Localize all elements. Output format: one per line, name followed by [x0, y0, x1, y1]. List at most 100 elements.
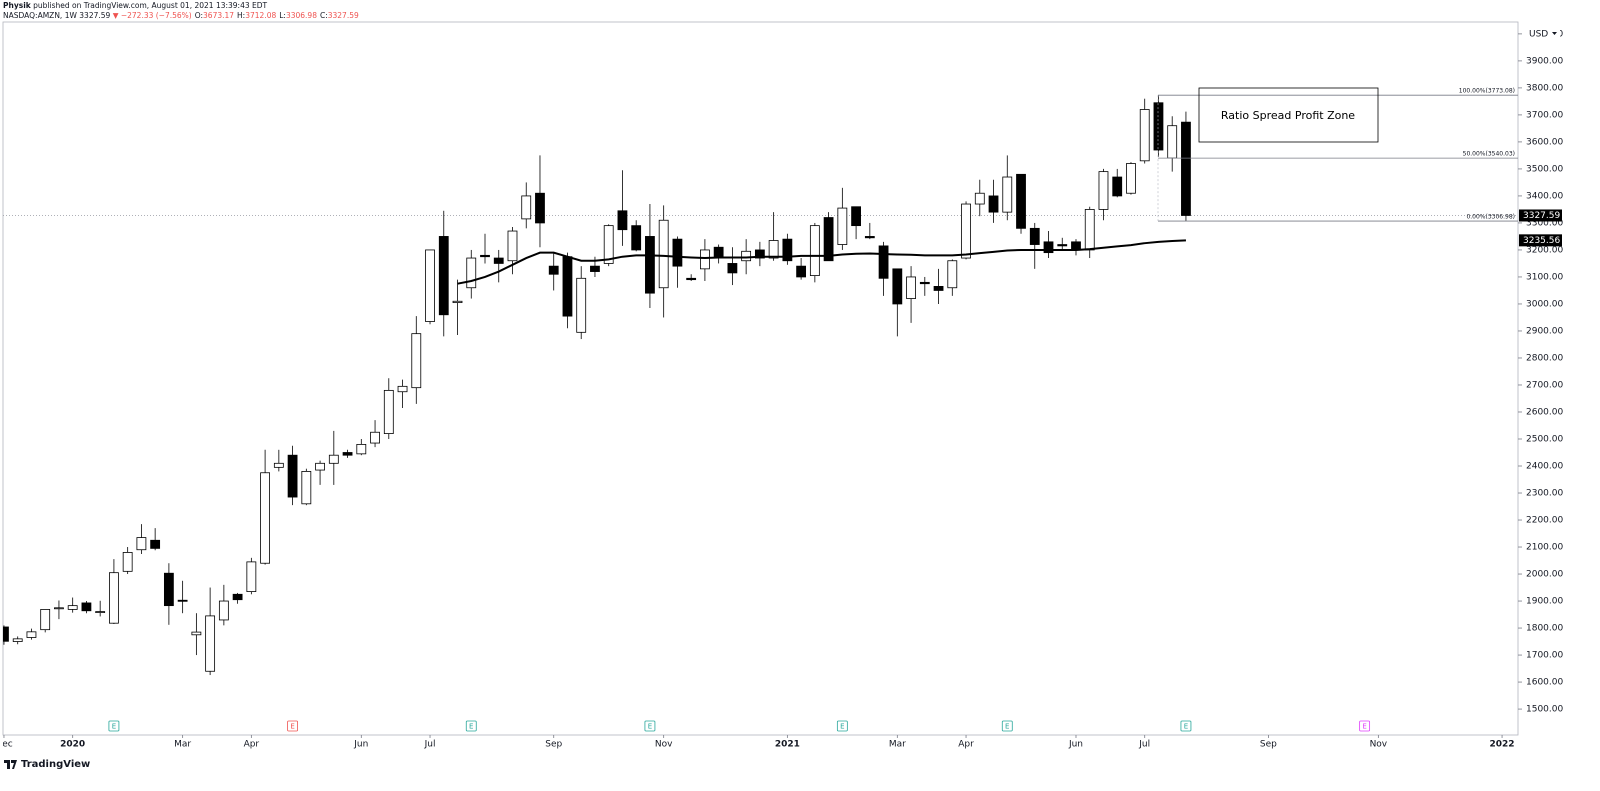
- candle-body: [95, 611, 106, 613]
- candle-body: [493, 257, 504, 264]
- ohlc-key: C:: [319, 11, 328, 20]
- candle-body: [342, 452, 353, 456]
- candle-body: [397, 385, 408, 393]
- candle-body: [136, 537, 147, 551]
- candle-body: [1057, 244, 1068, 247]
- candle-body: [521, 195, 532, 220]
- candle-body: [700, 249, 710, 270]
- ohlc-key: L:: [279, 11, 286, 20]
- candle-body: [54, 607, 64, 610]
- candle-body: [645, 236, 655, 294]
- x-tick-label: Apr: [958, 740, 974, 750]
- plot-area: 100.00%(3773.08) 50.00%(3540.03) 0.00%(330…: [3, 88, 1518, 732]
- change: ▼ −272.33 (−7.56%): [112, 11, 192, 20]
- candle-body: [809, 225, 820, 277]
- candle-body: [933, 286, 944, 291]
- axes: 1500.00 1600.00 1700.00 1800.00 1900.00 2000.…: [3, 28, 1563, 750]
- event-marker: [836, 720, 848, 732]
- candle-body: [315, 462, 325, 471]
- candle-body: [177, 599, 188, 602]
- x-tick-label: Mar: [174, 740, 191, 750]
- x-tick-label: Jun: [1068, 740, 1083, 750]
- footer: TradingView: [4, 759, 90, 770]
- candle-body: [438, 236, 449, 316]
- publisher: Physik: [3, 1, 31, 10]
- candle-body: [246, 561, 257, 592]
- candle-body: [287, 454, 298, 498]
- event-marker: [1001, 720, 1013, 732]
- candle-body: [906, 276, 916, 299]
- ohlc-value: 3327.59: [327, 11, 359, 20]
- candle-body: [191, 631, 202, 636]
- y-tick-label: 3900.00: [1526, 56, 1563, 66]
- candle-body: [383, 389, 394, 434]
- candle-body: [988, 195, 999, 213]
- event-label: E: [1362, 723, 1366, 731]
- ohlc-value: 3673.17: [203, 11, 235, 20]
- ohlc-value: 3712.08: [245, 11, 277, 20]
- ohlc-key: H:: [237, 11, 246, 20]
- candle-body: [507, 230, 518, 262]
- currency-arrow: [1552, 32, 1557, 35]
- x-tick-label: Nov: [1370, 740, 1388, 750]
- published: published on TradingView.com, August 01,…: [33, 1, 268, 10]
- event-label: E: [112, 723, 116, 731]
- candle-body: [1139, 109, 1150, 162]
- x-tick-label: Jul: [1138, 740, 1150, 750]
- event-label: E: [648, 723, 652, 731]
- candle-body: [1043, 241, 1054, 254]
- fib-label: 100.00%(3773.08): [1459, 88, 1515, 95]
- candle-body: [576, 277, 587, 333]
- y-tick-label: 2200.00: [1526, 516, 1563, 526]
- y-tick-label: 1700.00: [1526, 651, 1563, 661]
- y-tick-label: 2300.00: [1526, 489, 1563, 499]
- candle-body: [301, 471, 312, 505]
- candle-body: [851, 206, 861, 227]
- price-badge-label: 3235.56: [1523, 236, 1560, 246]
- annotation-box: [1198, 87, 1379, 143]
- x-tick-label: Sep: [1260, 740, 1277, 750]
- candle-body: [672, 238, 683, 267]
- candle-body: [796, 265, 807, 278]
- candle-body: [109, 572, 119, 624]
- event-label: E: [469, 723, 473, 731]
- symbol: NASDAQ:AMZN, 1W: [3, 11, 77, 20]
- y-tick-label: 3200.00: [1526, 245, 1563, 255]
- candle-body: [892, 268, 903, 305]
- header-line: Physik published on TradingView.com, Aug…: [3, 1, 359, 11]
- fib-label: 0.00%(3306.98): [1466, 214, 1515, 221]
- last: 3327.59: [79, 11, 111, 20]
- candle-body: [548, 265, 559, 275]
- candle-body: [425, 249, 435, 322]
- x-tick-label: Jul: [424, 740, 436, 750]
- y-tick-label: 2800.00: [1526, 353, 1563, 363]
- y-tick-label: 1900.00: [1526, 597, 1563, 607]
- candle-body: [67, 605, 78, 610]
- candle-body: [81, 602, 92, 612]
- x-tick-label: Nov: [655, 740, 673, 750]
- candle-body: [713, 246, 724, 259]
- candle-body: [658, 219, 669, 289]
- candle-body: [631, 225, 642, 251]
- x-tick-label: Apr: [244, 740, 260, 750]
- event-marker: [287, 720, 298, 732]
- y-tick-label: 3300.00: [1526, 218, 1563, 228]
- candle-body: [590, 265, 600, 272]
- candle-body: [754, 249, 765, 259]
- candle-body: [1112, 176, 1123, 197]
- candle-body: [1098, 171, 1109, 210]
- y-tick-label: 3600.00: [1526, 137, 1563, 147]
- y-tick-label: 2400.00: [1526, 462, 1563, 472]
- currency-bg: [1524, 28, 1560, 40]
- event-marker: [1180, 720, 1192, 732]
- candle-body: [727, 263, 738, 274]
- y-tick-label: 3800.00: [1526, 83, 1563, 93]
- y-tick-label: 3700.00: [1526, 110, 1563, 120]
- candle-body: [1126, 163, 1136, 194]
- candle-body: [768, 240, 779, 259]
- candle-body: [150, 539, 161, 549]
- y-tick-label: 2900.00: [1526, 326, 1563, 336]
- y-tick-label: 3000.00: [1526, 299, 1563, 309]
- candle-body: [370, 431, 380, 444]
